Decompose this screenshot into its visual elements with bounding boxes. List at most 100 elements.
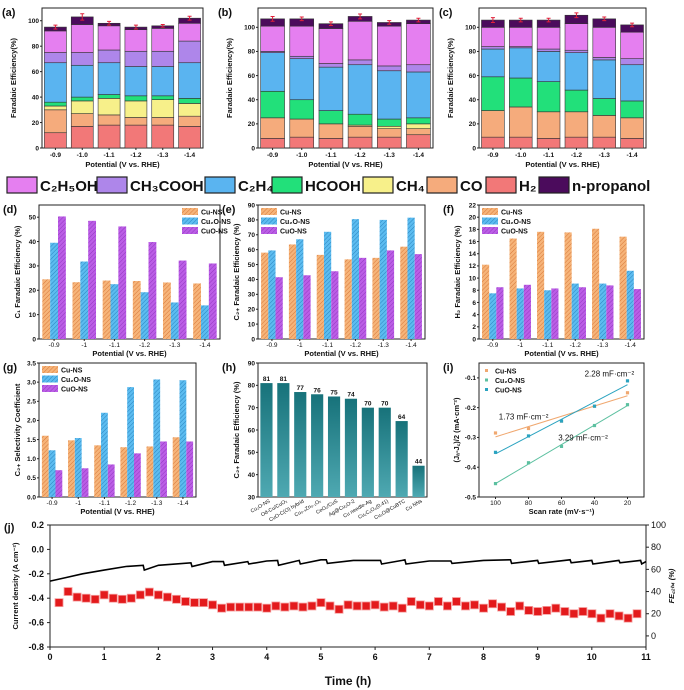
- fe-c2h4-point: [361, 601, 371, 611]
- x-tick-label: 3: [210, 652, 215, 662]
- bar-segment-HCOOH: [620, 100, 644, 119]
- error-bar: [358, 13, 363, 20]
- bar-CuO-NS: [55, 470, 63, 497]
- legend-label: CuO-NS: [201, 229, 228, 236]
- bar-segment-HCOOH: [318, 110, 344, 125]
- plot-frame: [478, 204, 645, 340]
- x-tick-label: Cu NNs: [405, 498, 424, 512]
- x-tick-label: -1.3: [157, 152, 169, 159]
- legend-swatch-H2: [485, 176, 517, 194]
- bar-segment-C2H5OH: [376, 25, 402, 67]
- bar-segment-C2H4: [260, 52, 285, 92]
- legend-swatch: [482, 217, 498, 225]
- legend-swatch: [182, 208, 198, 215]
- bar-segment-H2: [260, 138, 285, 149]
- bar-segment-C2H4: [564, 52, 589, 91]
- fe-c2h4-point: [126, 593, 136, 603]
- legend-swatch-CH3COOH: [96, 176, 128, 194]
- y-tick-label: 20: [469, 214, 477, 221]
- bar-segment-CH4: [406, 123, 431, 129]
- x-tick-label: -0.9: [50, 152, 62, 159]
- bar-CuO-NS: [160, 441, 167, 497]
- bar-segment-CH3COOH: [178, 40, 201, 64]
- bar-Cu₂O-NS: [544, 290, 552, 339]
- panel-a: 0 20 40 60 80 100 Faradaic Efficiency(%) (a) -0.…: [2, 7, 204, 169]
- bar-CuO-NS: [551, 288, 559, 339]
- legend-label-CH4: CH₄: [396, 178, 425, 195]
- x-tick-label: -1.4: [184, 152, 196, 159]
- bar-Cu₂O-NS: [179, 380, 187, 497]
- bar-segment-CH3COOH: [592, 57, 616, 61]
- legend-swatch: [482, 227, 498, 234]
- data-point-CuO-NS: [625, 379, 630, 383]
- data-point-Cu-NS: [493, 431, 498, 435]
- bar-CuO-NS: [88, 220, 97, 339]
- capacitance-annotation: 3.29 mF·cm⁻²: [558, 433, 608, 442]
- x-axis-label: Potential (V vs. RHE): [85, 160, 160, 169]
- x-tick-label: -1.2: [350, 342, 362, 349]
- panel-label: (f): [443, 204, 454, 216]
- bar-segment-H2: [151, 124, 175, 149]
- bar-segment-CH4: [97, 98, 121, 116]
- x-tick-label: -0.9: [46, 500, 58, 507]
- legend-swatch-C2H4: [204, 176, 236, 194]
- x-tick-label: 8: [481, 652, 486, 662]
- y-tick-label: 100: [244, 25, 255, 32]
- fe-c2h4-point: [81, 593, 91, 603]
- bar-segment-CO: [376, 128, 402, 138]
- data-label: 81: [280, 376, 288, 383]
- bar-segment-H2: [178, 126, 201, 149]
- bar-segment-C2H5OH: [564, 23, 589, 51]
- bar-segment-CH3COOH: [406, 64, 431, 73]
- data-label: 75: [330, 390, 338, 397]
- data-label: 64: [398, 414, 406, 421]
- bar-segment-CH4: [178, 103, 201, 117]
- fe-c2h4-point: [181, 597, 190, 606]
- y-tick-label: 20: [248, 121, 256, 128]
- y-tick-label: 40: [29, 239, 37, 246]
- x-axis-label: Potential (V vs. RHE): [524, 349, 599, 358]
- error-bar: [187, 15, 192, 21]
- x-axis-label: Potential (V vs. RHE): [304, 349, 379, 358]
- bar-CuO-NS: [331, 271, 339, 339]
- fe-c2h4-point: [135, 590, 145, 600]
- x-tick-label: 2: [156, 652, 161, 662]
- y-tick-label: 80: [32, 43, 40, 50]
- bar-segment-C2H5OH: [97, 25, 121, 51]
- bar-segment-CH4: [376, 125, 402, 129]
- bar-segment-C2H4: [376, 70, 402, 120]
- bar-segment-C2H5OH: [481, 27, 505, 47]
- bar-Cu-NS: [102, 280, 111, 339]
- bar-CuO-NS: [633, 289, 641, 339]
- bar-segment-CH3COOH: [347, 59, 373, 66]
- bar-segment-CO: [406, 128, 431, 136]
- bar-segment-CH3COOH: [536, 48, 561, 52]
- panel-label: (h): [222, 362, 236, 374]
- y-tick-label: 90: [248, 202, 256, 209]
- bar-Cu-NS: [344, 259, 352, 339]
- y-tick-label: -0.4: [28, 593, 44, 603]
- fe-c2h4-point: [479, 603, 488, 613]
- bar-Cu₂O-NS: [140, 292, 149, 339]
- x-tick-label: -1.1: [322, 342, 334, 349]
- x-tick-label: -0.9: [487, 342, 499, 349]
- y-tick-label: -0.4: [465, 465, 477, 472]
- fe-c2h4-point: [443, 601, 452, 611]
- legend-label: Cu₂O-NS: [61, 377, 91, 384]
- bar-segment-C2H4: [509, 47, 533, 79]
- bar: [260, 383, 273, 497]
- capacitance-annotation: 1.73 mF·cm⁻²: [499, 413, 549, 422]
- fe-c2h4-point: [470, 600, 479, 610]
- legend-label: Cu-NS: [495, 369, 517, 376]
- bar-segment-HCOOH: [178, 98, 201, 104]
- plot-frame: [38, 204, 221, 340]
- bar-CuO-NS: [58, 216, 66, 339]
- error-bar: [387, 20, 392, 25]
- y-tick-label: 100: [465, 25, 476, 32]
- error-bar: [107, 20, 112, 26]
- bar-segment-HCOOH: [70, 96, 94, 102]
- bar-Cu₂O-NS: [626, 270, 634, 339]
- x-tick-label: -1.3: [384, 152, 396, 159]
- fe-c2h4-point: [244, 602, 254, 612]
